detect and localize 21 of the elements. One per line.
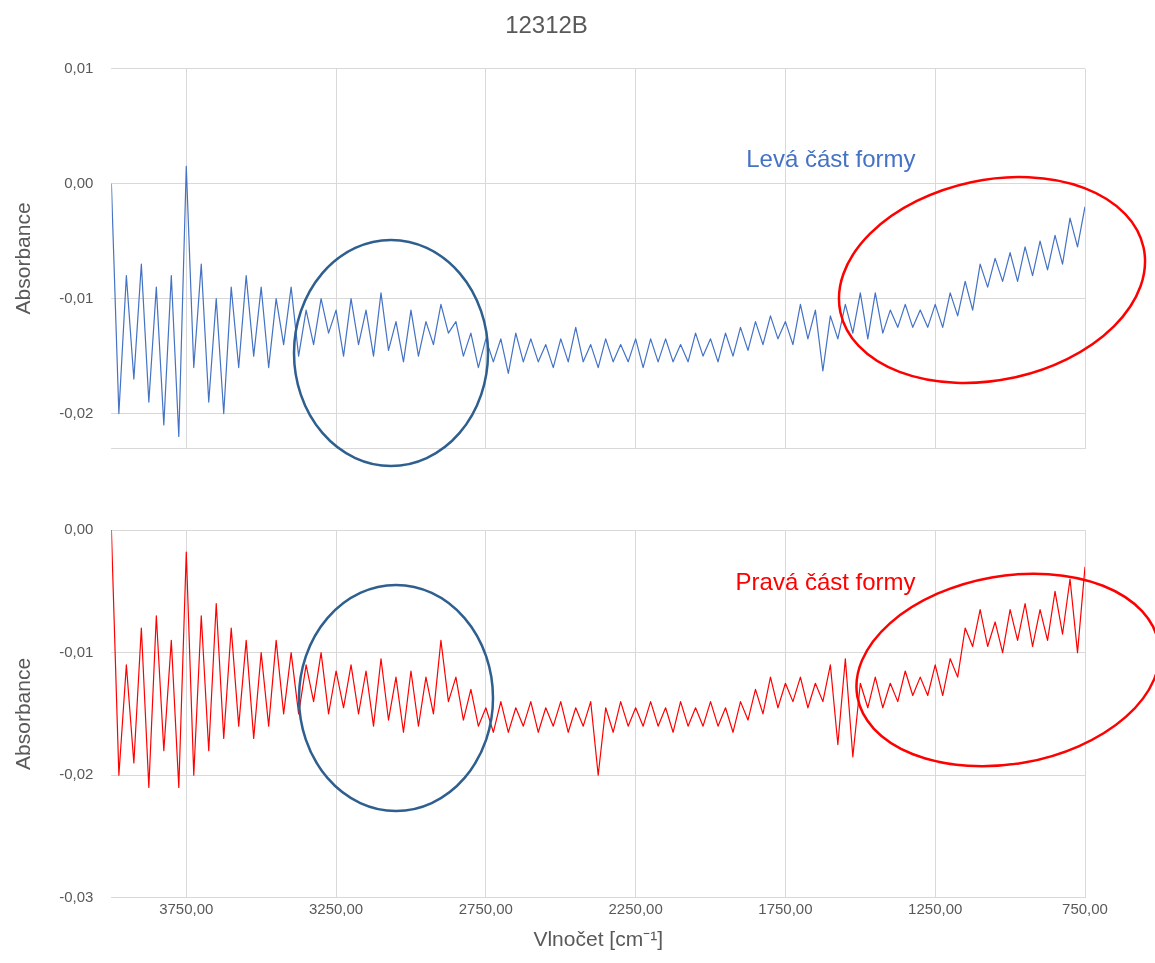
y-axis-title: Absorbance xyxy=(11,202,35,315)
x-tick-label: 2750,00 xyxy=(458,899,513,917)
y-tick-label: 0,00 xyxy=(64,520,94,538)
x-axis-title: Vlnočet [cm⁻¹] xyxy=(533,927,663,951)
y-axis-title: Absorbance xyxy=(11,657,35,770)
chart-title: 12312B xyxy=(505,11,588,39)
y-tick-label: -0,01 xyxy=(59,642,94,660)
x-tick-label: 1750,00 xyxy=(758,899,813,917)
x-tick-label: 3750,00 xyxy=(159,899,214,917)
text: Pravá část formy xyxy=(735,567,916,595)
y-tick-label: 0,01 xyxy=(64,58,94,76)
text: Levá část formy xyxy=(746,145,916,173)
y-tick-label: 0,00 xyxy=(64,173,94,191)
x-tick-label: 3250,00 xyxy=(308,899,364,917)
y-tick-label: -0,03 xyxy=(59,887,94,905)
x-tick-label: 750,00 xyxy=(1062,899,1108,917)
y-tick-label: -0,01 xyxy=(59,288,94,306)
y-tick-label: -0,02 xyxy=(59,403,94,421)
y-tick-label: -0,02 xyxy=(59,765,94,783)
x-tick-label: 1250,00 xyxy=(908,899,963,917)
x-tick-label: 2250,00 xyxy=(608,899,663,917)
